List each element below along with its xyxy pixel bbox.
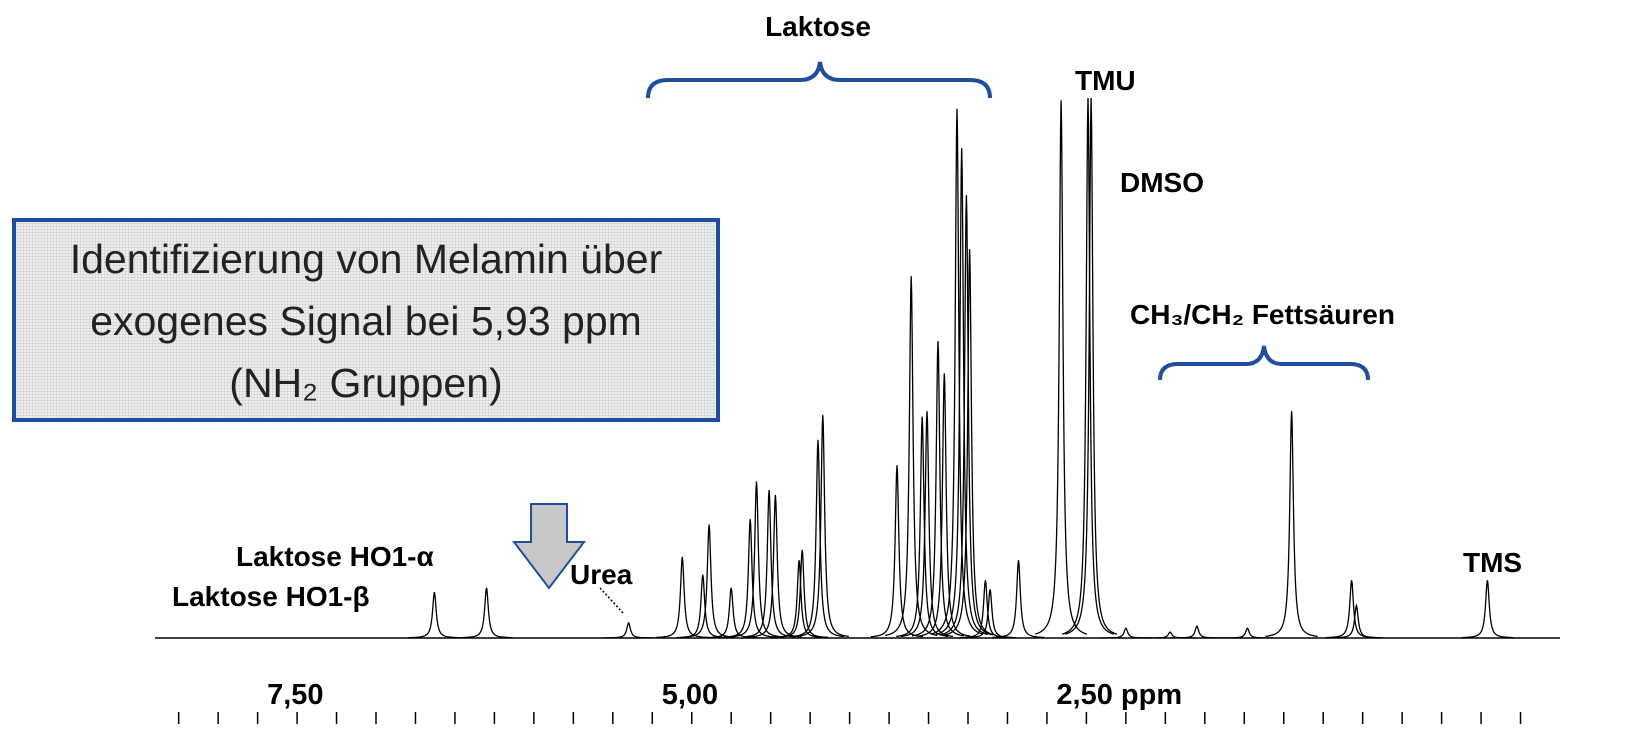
annotation: Laktose HO1-β — [172, 581, 370, 612]
annotation: TMU — [1075, 65, 1136, 96]
info-text: Identifizierung von Melamin über — [69, 236, 663, 282]
annotation: Laktose — [765, 11, 871, 42]
peak — [460, 587, 513, 639]
peak — [776, 549, 829, 639]
peak — [705, 587, 758, 639]
peak — [930, 108, 984, 635]
peak — [602, 621, 655, 639]
fatty-acid-brace — [1158, 345, 1370, 381]
peak — [885, 276, 938, 637]
annotation: DMSO — [1120, 167, 1204, 198]
peak — [656, 556, 709, 639]
peak — [730, 481, 783, 638]
peak — [918, 373, 971, 637]
annotation: TMS — [1463, 547, 1522, 578]
peak — [940, 195, 993, 636]
peak — [1325, 580, 1378, 639]
peak — [1330, 603, 1383, 639]
peak — [1265, 411, 1318, 638]
laktose-brace — [646, 61, 992, 99]
info-text: exogenes Signal bei 5,93 ppm — [90, 298, 642, 344]
peak — [1061, 97, 1115, 635]
peak — [749, 494, 802, 638]
peak — [408, 591, 461, 639]
peak — [911, 340, 965, 637]
peak — [963, 589, 1017, 639]
annotation: Laktose HO1-α — [236, 541, 434, 572]
peak — [683, 524, 736, 638]
info-box: Identifizierung von Melamin über exogene… — [12, 218, 720, 422]
info-text: (NH₂ Gruppen) — [229, 360, 503, 406]
peak — [1221, 627, 1274, 639]
peak — [1461, 580, 1514, 639]
annotation: Urea — [570, 559, 633, 590]
x-tick-label: 5,00 — [662, 679, 718, 711]
peak — [796, 414, 849, 638]
peak — [935, 148, 988, 636]
peak — [896, 416, 949, 638]
peak — [992, 560, 1045, 639]
peak — [1064, 97, 1118, 635]
peak — [943, 249, 996, 636]
x-tick-label: 2,50 ppm — [1056, 679, 1182, 711]
peak — [1170, 625, 1223, 639]
peak — [1099, 627, 1152, 639]
annotation: CH₃/CH₂ Fettsäuren — [1130, 299, 1395, 330]
melamin-arrow — [511, 503, 587, 590]
urea-pointer — [599, 587, 625, 615]
x-tick-label: 7,50 — [267, 679, 323, 711]
peak — [1034, 100, 1088, 635]
peak — [791, 439, 845, 638]
